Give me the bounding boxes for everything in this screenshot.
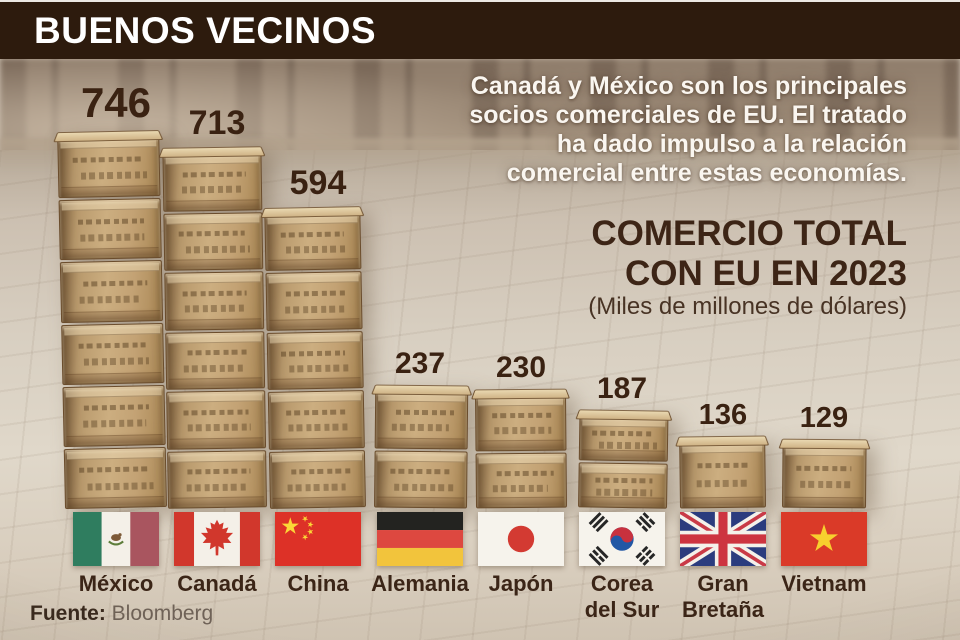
unit-note: (Miles de millones de dólares): [588, 293, 907, 320]
crate: [53, 130, 164, 199]
crate-lid: [157, 146, 265, 158]
crate: [164, 330, 265, 390]
bar-value-label: 746: [80, 79, 152, 126]
china-flag-icon: [275, 512, 361, 566]
bar-value-label: 237: [394, 347, 446, 380]
crate: [475, 452, 567, 509]
south-korea-flag-icon: [579, 512, 665, 566]
bar-japan: [470, 388, 570, 509]
bar-value-label: 594: [289, 164, 347, 202]
country-label-japan: Japón: [488, 571, 554, 596]
vietnam-flag-icon: [781, 512, 867, 566]
crate-lid: [778, 438, 871, 450]
top-edge: [0, 0, 960, 2]
bar-vietnam: [778, 438, 871, 509]
country-label-canada: Canadá: [177, 571, 257, 596]
crate: [373, 450, 468, 509]
crate: [268, 449, 366, 509]
bar-value-label: 136: [698, 399, 748, 431]
bar-germany: [370, 384, 472, 509]
bar-value-label: 713: [188, 104, 246, 142]
bar-mexico: [53, 130, 167, 510]
country-label-uk: Gran Bretaña: [682, 571, 764, 622]
source-value: Bloomberg: [111, 602, 214, 625]
canada-flag-icon: [174, 512, 260, 566]
crate: [62, 384, 166, 447]
crate: [370, 384, 472, 449]
crate: [63, 446, 167, 510]
crate: [165, 390, 266, 450]
crate-lid: [370, 384, 472, 396]
crate: [265, 271, 363, 331]
country-label-south-korea: Corea del Sur: [584, 571, 660, 622]
crate: [61, 322, 165, 385]
bar-value-label: 187: [596, 372, 648, 405]
bar-value-label: 230: [495, 351, 547, 384]
country-label-germany: Alemania: [371, 571, 469, 596]
bar-canada: [157, 146, 267, 509]
crate: [675, 435, 770, 509]
country-label-china: China: [287, 571, 349, 596]
crate: [59, 260, 164, 323]
crate-lid: [675, 435, 770, 447]
country-label-mexico: México: [78, 571, 154, 596]
country-label-vietnam: Vietnam: [781, 571, 867, 596]
germany-flag-icon: [377, 512, 463, 566]
crate: [166, 449, 267, 509]
mexico-flag-icon: [73, 512, 159, 566]
source-label: Fuente:: [30, 602, 106, 625]
crate: [577, 462, 668, 509]
chart-title: COMERCIO TOTAL CON EU EN 2023: [591, 214, 907, 293]
crate: [163, 271, 264, 331]
crate: [260, 206, 365, 272]
crate: [267, 390, 365, 450]
header-bar: BUENOS VECINOS: [0, 2, 960, 59]
crate-lid: [260, 206, 365, 219]
crate: [58, 198, 162, 261]
intro-paragraph: Canadá y México son los principales soci…: [469, 72, 907, 187]
bar-uk: [675, 435, 770, 509]
japan-flag-icon: [478, 512, 564, 566]
crate: [778, 438, 871, 509]
bar-value-label: 129: [799, 402, 849, 434]
crate: [162, 211, 263, 271]
source-line: Fuente: Bloomberg: [30, 602, 213, 626]
page-title: BUENOS VECINOS: [34, 9, 377, 51]
uk-flag-icon: [680, 512, 766, 566]
